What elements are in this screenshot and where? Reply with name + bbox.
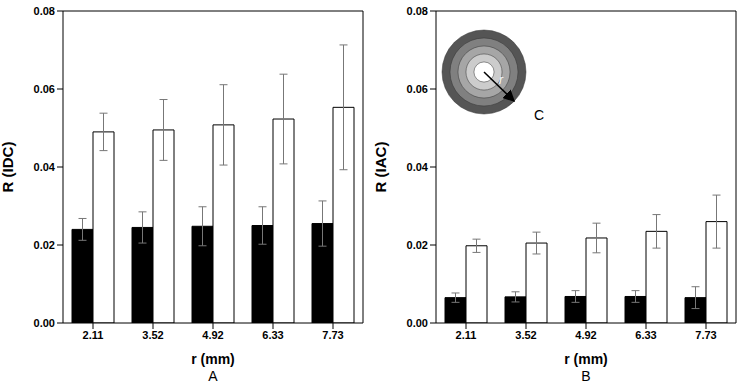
svg-text:R (IDC): R (IDC) [0,142,16,193]
svg-text:7.73: 7.73 [695,329,716,341]
svg-text:r: r [499,73,504,87]
svg-text:4.92: 4.92 [575,329,596,341]
svg-text:7.73: 7.73 [322,329,343,341]
svg-text:2.11: 2.11 [456,329,477,341]
svg-text:0.00: 0.00 [407,317,428,329]
svg-text:0.02: 0.02 [407,239,428,251]
svg-text:2.11: 2.11 [83,329,104,341]
svg-text:0.04: 0.04 [407,161,429,173]
svg-text:0.04: 0.04 [34,161,56,173]
svg-text:0.06: 0.06 [34,83,55,95]
svg-text:r (mm): r (mm) [564,351,608,367]
svg-text:R (IAC): R (IAC) [373,142,389,193]
svg-text:6.33: 6.33 [635,329,656,341]
svg-text:4.92: 4.92 [202,329,223,341]
svg-text:C: C [534,107,544,123]
svg-text:3.52: 3.52 [142,329,163,341]
svg-text:0.06: 0.06 [407,83,428,95]
svg-text:0.00: 0.00 [34,317,55,329]
html-text:A: A [208,368,218,384]
svg-text:0.08: 0.08 [34,5,55,17]
svg-text:6.33: 6.33 [262,329,283,341]
svg-text:0.02: 0.02 [34,239,55,251]
svg-text:0.08: 0.08 [407,5,428,17]
svg-text:r (mm): r (mm) [191,351,235,367]
html-text:B: B [581,368,591,384]
svg-text:3.52: 3.52 [515,329,536,341]
